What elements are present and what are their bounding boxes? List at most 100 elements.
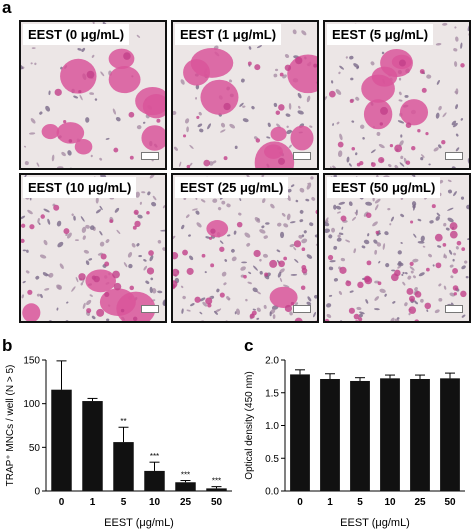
x-tick-label: 25 (180, 497, 192, 508)
small-stained-cell (120, 308, 125, 313)
mononuclear-cell (338, 290, 342, 295)
mononuclear-cell (400, 134, 403, 138)
x-tick-label: 5 (357, 497, 363, 508)
mononuclear-cell (67, 150, 72, 156)
mononuclear-cell (196, 222, 202, 228)
mononuclear-cell (224, 259, 228, 262)
mononuclear-cell (269, 311, 272, 317)
mononuclear-cell (447, 217, 454, 223)
mononuclear-cell (442, 112, 447, 118)
mononuclear-cell (331, 80, 334, 84)
small-stained-cell (315, 209, 317, 215)
small-stained-cell (63, 228, 70, 235)
mononuclear-cell (220, 122, 226, 128)
panel-letter-a: a (2, 0, 12, 17)
mononuclear-cell (438, 283, 442, 287)
small-stained-cell (203, 159, 211, 167)
mononuclear-cell (195, 197, 198, 200)
mononuclear-cell (92, 22, 95, 25)
mononuclear-cell (289, 243, 295, 248)
mononuclear-cell (465, 276, 469, 279)
mononuclear-cell (356, 306, 362, 311)
mononuclear-cell (378, 260, 381, 264)
mononuclear-cell (56, 284, 61, 290)
mononuclear-cell (293, 247, 297, 251)
small-stained-cell (123, 52, 131, 60)
mononuclear-cell (233, 230, 237, 235)
mononuclear-cell (422, 245, 426, 248)
mononuclear-cell (228, 79, 233, 83)
trap-positive-cell (60, 58, 97, 94)
mononuclear-cell (451, 120, 457, 126)
mononuclear-cell (162, 247, 165, 251)
mononuclear-cell (309, 222, 314, 227)
mononuclear-cell (220, 129, 226, 133)
mononuclear-cell (355, 152, 358, 156)
small-stained-cell (294, 317, 303, 321)
trap-positive-cell (371, 66, 398, 87)
mononuclear-cell (305, 198, 310, 202)
mononuclear-cell (95, 197, 99, 204)
small-stained-cell (452, 268, 459, 274)
small-stained-cell (460, 63, 465, 68)
small-stained-cell (358, 317, 363, 321)
micrograph-grid: EEST (0 μg/mL) EEST (1 μg/mL) EEST (5 μg… (19, 20, 471, 323)
mononuclear-cell (436, 79, 440, 85)
mononuclear-cell (262, 198, 266, 204)
small-stained-cell (313, 63, 317, 68)
mononuclear-cell (184, 118, 190, 124)
mononuclear-cell (397, 120, 405, 124)
mononuclear-cell (332, 123, 334, 126)
mononuclear-cell (306, 254, 313, 259)
mononuclear-cell (149, 175, 155, 179)
mononuclear-cell (339, 320, 343, 321)
mononuclear-cell (363, 211, 369, 217)
small-stained-cell (411, 146, 416, 151)
mononuclear-cell (396, 317, 400, 320)
significance-label: *** (212, 477, 221, 486)
mononuclear-cell (301, 30, 307, 36)
mononuclear-cell (22, 280, 26, 284)
mononuclear-cell (467, 237, 469, 241)
mononuclear-cell (36, 169, 41, 170)
mononuclear-cell (259, 229, 266, 234)
mononuclear-cell (202, 301, 208, 307)
small-stained-cell (340, 215, 347, 222)
small-stained-cell (405, 122, 412, 128)
mononuclear-cell (77, 48, 82, 51)
mononuclear-cell (157, 239, 162, 244)
small-stained-cell (236, 221, 243, 228)
small-stained-cell (269, 259, 278, 268)
mononuclear-cell (56, 220, 62, 227)
mononuclear-cell (115, 116, 121, 122)
mononuclear-cell (21, 215, 26, 220)
micrograph-image-3 (21, 175, 165, 321)
mononuclear-cell (181, 224, 185, 230)
mononuclear-cell (139, 201, 142, 205)
mononuclear-cell (388, 164, 392, 168)
mononuclear-cell (402, 281, 406, 286)
small-stained-cell (113, 147, 119, 153)
mononuclear-cell (390, 216, 394, 222)
mononuclear-cell (397, 262, 404, 267)
mononuclear-cell (44, 288, 50, 291)
mononuclear-cell (385, 263, 390, 268)
bar (320, 378, 340, 491)
mononuclear-cell (412, 275, 416, 279)
mononuclear-cell (180, 285, 184, 289)
mononuclear-cell (408, 313, 411, 316)
micrograph-label-4: EEST (25 μg/mL) (175, 177, 289, 198)
mononuclear-cell (346, 156, 350, 163)
mononuclear-cell (136, 125, 142, 130)
small-stained-cell (68, 139, 73, 143)
mononuclear-cell (189, 162, 193, 167)
mononuclear-cell (336, 121, 340, 125)
mononuclear-cell (326, 303, 332, 308)
small-stained-cell (148, 250, 154, 256)
small-stained-cell (414, 319, 420, 321)
mononuclear-cell (351, 216, 357, 221)
mononuclear-cell (30, 118, 36, 124)
mononuclear-cell (279, 277, 283, 282)
mononuclear-cell (94, 98, 98, 101)
mononuclear-cell (34, 62, 37, 66)
